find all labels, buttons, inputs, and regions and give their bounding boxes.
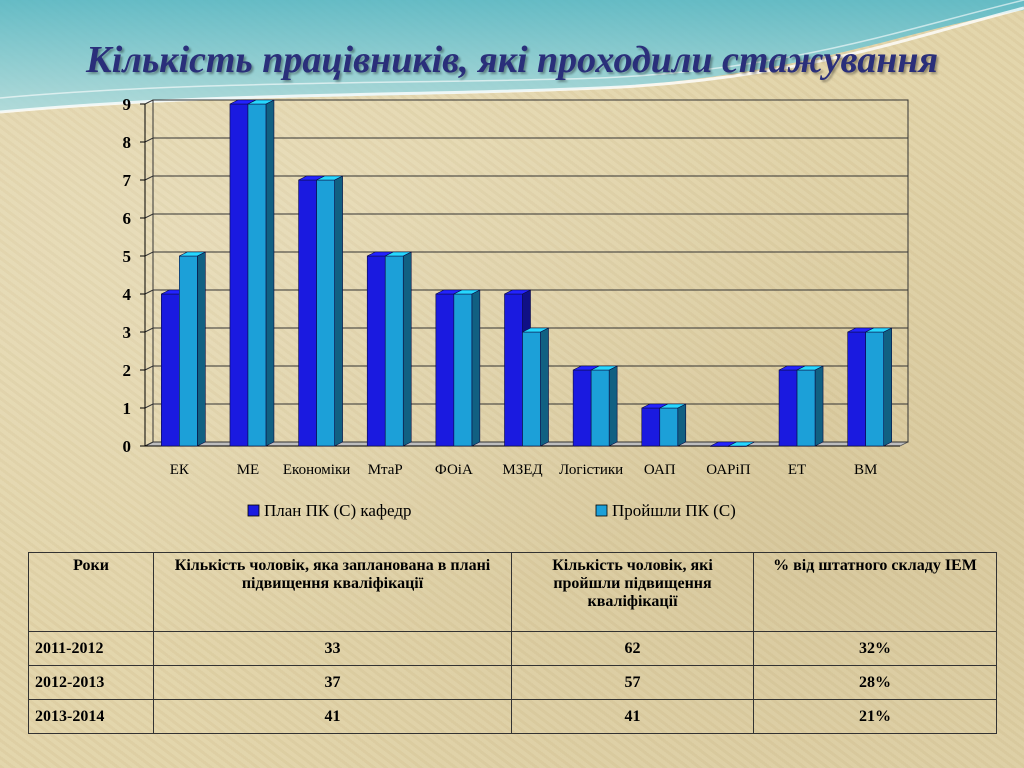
legend-swatch	[247, 504, 260, 517]
y-tick-label: 4	[123, 285, 132, 304]
x-tick-label: ОАП	[644, 462, 676, 478]
header-completed: Кількість чоловік, які пройшли підвищенн…	[511, 552, 754, 632]
cell-planned: 37	[153, 665, 512, 700]
bar-top	[453, 289, 480, 295]
bar-plan	[229, 103, 249, 447]
bar-top	[728, 441, 755, 447]
cell-completed: 62	[511, 631, 754, 666]
y-tick-label: 8	[123, 133, 132, 152]
gridline	[144, 251, 908, 257]
x-tick-label: ОАРіП	[706, 462, 750, 478]
header-years: Роки	[28, 552, 154, 632]
bar-plan	[504, 293, 523, 447]
bar-completed	[179, 255, 198, 447]
x-tick-label: МЗЕД	[502, 462, 542, 478]
bar-completed	[865, 331, 884, 447]
y-tick-label: 6	[123, 209, 132, 228]
bar-top	[179, 251, 206, 257]
bar-completed	[659, 407, 679, 447]
bar-plan	[161, 293, 180, 447]
bar-top	[522, 327, 549, 333]
table-row: 2011-2012 33 62 32%	[28, 631, 997, 666]
bar-completed	[316, 179, 335, 447]
bar-plan	[778, 369, 798, 447]
bar-top	[247, 99, 275, 105]
x-tick-label: ЕТ	[788, 462, 806, 478]
bar-completed	[590, 369, 610, 447]
bar-plan	[847, 331, 866, 447]
cell-completed: 41	[511, 699, 754, 734]
bar-side	[677, 403, 687, 447]
training-table-container: Роки Кількість чоловік, яка запланована …	[28, 552, 997, 734]
header-planned: Кількість чоловік, яка запланована в пла…	[153, 552, 512, 632]
x-tick-label: Економіки	[283, 462, 350, 478]
y-tick-label: 1	[123, 399, 132, 418]
table-header-row: Роки Кількість чоловік, яка запланована …	[28, 552, 997, 632]
gridline	[144, 175, 908, 181]
bar-side	[540, 327, 549, 447]
gridline	[144, 327, 908, 333]
table-row: 2013-2014 41 41 21%	[28, 699, 997, 734]
header-percent: % від штатного складу ІЕМ	[753, 552, 997, 632]
y-tick-label: 9	[123, 95, 132, 114]
bar-top	[504, 289, 531, 295]
bar-plan	[366, 255, 386, 447]
gridline	[144, 99, 908, 105]
x-tick-label: МЕ	[237, 462, 260, 478]
table-row: 2012-2013 37 57 28%	[28, 665, 997, 700]
cell-percent: 28%	[753, 665, 997, 700]
legend-label: План ПК (С) кафедр	[264, 501, 411, 520]
bar-completed	[522, 331, 541, 447]
y-tick-label: 5	[123, 247, 132, 266]
slide-title: Кількість працівників, які проходили ста…	[85, 39, 939, 81]
bar-side	[265, 99, 275, 447]
bar-side	[883, 327, 892, 447]
training-table: Роки Кількість чоловік, яка запланована …	[28, 552, 997, 734]
x-tick-label: Логістики	[559, 462, 623, 478]
bar-side	[402, 251, 412, 447]
cell-year: 2012-2013	[28, 665, 154, 700]
cell-planned: 33	[153, 631, 512, 666]
y-tick-label: 0	[123, 437, 132, 456]
bar-top	[316, 175, 343, 181]
bar-side	[471, 289, 481, 447]
bar-top	[385, 251, 412, 257]
x-tick-label: МтаР	[368, 462, 403, 478]
cell-completed: 57	[511, 665, 754, 700]
bar-completed	[796, 369, 816, 447]
bar-side	[814, 365, 824, 447]
x-tick-label: ФОіА	[435, 462, 473, 478]
bar-side	[608, 365, 618, 447]
bar-completed	[384, 255, 404, 447]
bar-top	[865, 327, 892, 333]
legend-swatch	[595, 504, 608, 517]
bar-plan	[572, 369, 592, 447]
legend-label: Пройшли ПК (С)	[612, 501, 736, 520]
bar-plan	[435, 293, 455, 447]
bar-side	[197, 251, 206, 447]
gridline	[144, 289, 908, 295]
bar-top	[796, 365, 824, 371]
bar-top	[591, 365, 618, 371]
bar-plan	[641, 407, 661, 447]
cell-planned: 41	[153, 699, 512, 734]
x-tick-label: ЕК	[170, 462, 190, 478]
y-tick-label: 2	[123, 361, 132, 380]
x-tick-label: ВМ	[854, 462, 877, 478]
cell-year: 2011-2012	[28, 631, 154, 666]
cell-percent: 32%	[753, 631, 997, 666]
gridline	[144, 365, 908, 371]
bar-completed	[453, 293, 473, 447]
cell-year: 2013-2014	[28, 699, 154, 734]
bar-side	[334, 175, 343, 447]
y-tick-label: 7	[123, 171, 132, 190]
gridline	[144, 213, 908, 219]
bar-plan	[298, 179, 317, 447]
gridline	[144, 137, 908, 143]
bar-chart: 0 1 2 3 4 5 6 7 8 9 ЕК МЕ Економіки МтаР ФОіА МЗЕД Логіс…	[123, 95, 909, 520]
bar-top	[659, 403, 686, 409]
y-tick-label: 3	[123, 323, 132, 342]
cell-percent: 21%	[753, 699, 997, 734]
bar-completed	[247, 103, 267, 447]
